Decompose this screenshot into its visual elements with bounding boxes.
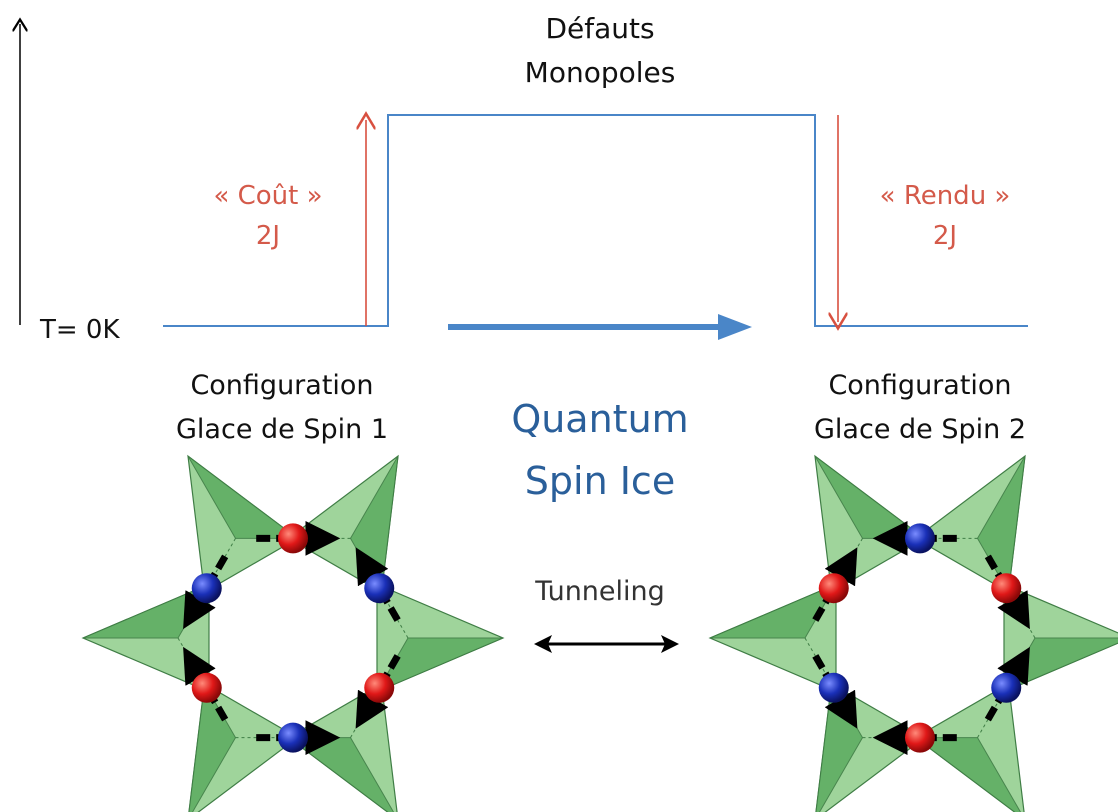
cost-label-line1: « Coût » <box>213 181 322 211</box>
spin-arrow <box>355 654 401 729</box>
spin-arrow <box>812 654 858 729</box>
spin-ice-configuration-1 <box>81 454 505 812</box>
monopole-red <box>818 573 849 604</box>
cost-label-line2: 2J <box>256 221 280 251</box>
spin-arrow <box>183 554 229 630</box>
monopole-blue <box>905 523 935 554</box>
monopole-blue <box>818 672 849 703</box>
energy-level-line <box>163 114 1028 327</box>
monopole-blue <box>278 722 308 753</box>
return-label-line2: 2J <box>933 221 957 251</box>
tunneling-arrow-left-head <box>534 635 552 653</box>
monopole-red <box>905 722 935 753</box>
monopole-red <box>191 672 222 703</box>
spin-arrow <box>355 547 401 622</box>
tunneling-arrow-right-head <box>661 635 679 653</box>
quantum-spin-ice-line1: Quantum <box>511 397 688 441</box>
spin-arrow <box>812 547 858 622</box>
quantum-spin-ice-line2: Spin Ice <box>525 459 675 503</box>
config1-label-line1: Configuration <box>190 370 373 401</box>
spin-ice-configuration-2 <box>708 454 1118 812</box>
monopole-blue <box>364 573 395 604</box>
spin-arrow <box>984 554 1030 630</box>
ground-temperature-label: T= 0K <box>39 315 120 345</box>
tunneling-label: Tunneling <box>534 576 665 607</box>
transition-arrow-head <box>718 314 752 340</box>
defects-label-line1: Défauts <box>545 12 654 45</box>
config2-label-line2: Glace de Spin 2 <box>814 414 1026 445</box>
monopole-red <box>991 573 1022 604</box>
spin-arrow <box>984 646 1030 722</box>
config1-label-line2: Glace de Spin 1 <box>176 414 388 445</box>
config2-label-line1: Configuration <box>828 370 1011 401</box>
monopole-blue <box>991 672 1022 703</box>
return-label-line1: « Rendu » <box>880 181 1011 211</box>
spin-arrow <box>183 646 229 722</box>
monopole-blue <box>191 573 222 604</box>
monopole-red <box>364 672 395 703</box>
monopole-red <box>278 523 308 554</box>
defects-label-line2: Monopoles <box>525 56 676 89</box>
